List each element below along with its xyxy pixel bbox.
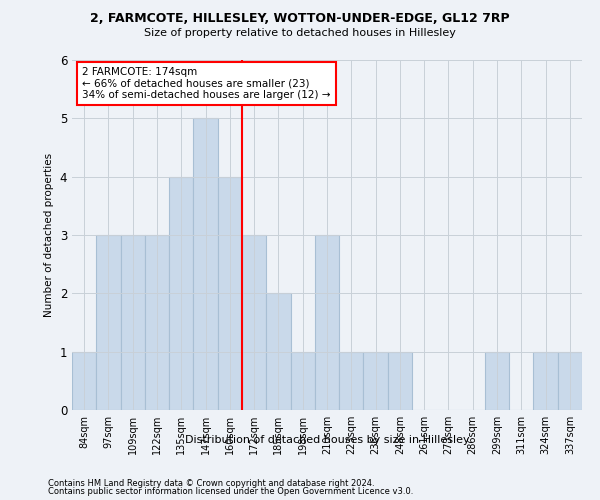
Y-axis label: Number of detached properties: Number of detached properties — [44, 153, 54, 317]
Text: 2, FARMCOTE, HILLESLEY, WOTTON-UNDER-EDGE, GL12 7RP: 2, FARMCOTE, HILLESLEY, WOTTON-UNDER-EDG… — [90, 12, 510, 26]
Bar — [485, 352, 509, 410]
Text: Contains HM Land Registry data © Crown copyright and database right 2024.: Contains HM Land Registry data © Crown c… — [48, 478, 374, 488]
Bar — [266, 294, 290, 410]
Bar — [533, 352, 558, 410]
Bar — [388, 352, 412, 410]
Bar — [364, 352, 388, 410]
Bar — [290, 352, 315, 410]
Bar — [242, 235, 266, 410]
Text: 2 FARMCOTE: 174sqm
← 66% of detached houses are smaller (23)
34% of semi-detache: 2 FARMCOTE: 174sqm ← 66% of detached hou… — [82, 67, 331, 100]
Bar — [169, 176, 193, 410]
Bar — [193, 118, 218, 410]
Text: Size of property relative to detached houses in Hillesley: Size of property relative to detached ho… — [144, 28, 456, 38]
Bar — [96, 235, 121, 410]
Text: Distribution of detached houses by size in Hillesley: Distribution of detached houses by size … — [185, 435, 469, 445]
Bar — [339, 352, 364, 410]
Bar — [121, 235, 145, 410]
Bar — [315, 235, 339, 410]
Bar — [72, 352, 96, 410]
Text: Contains public sector information licensed under the Open Government Licence v3: Contains public sector information licen… — [48, 487, 413, 496]
Bar — [145, 235, 169, 410]
Bar — [558, 352, 582, 410]
Bar — [218, 176, 242, 410]
